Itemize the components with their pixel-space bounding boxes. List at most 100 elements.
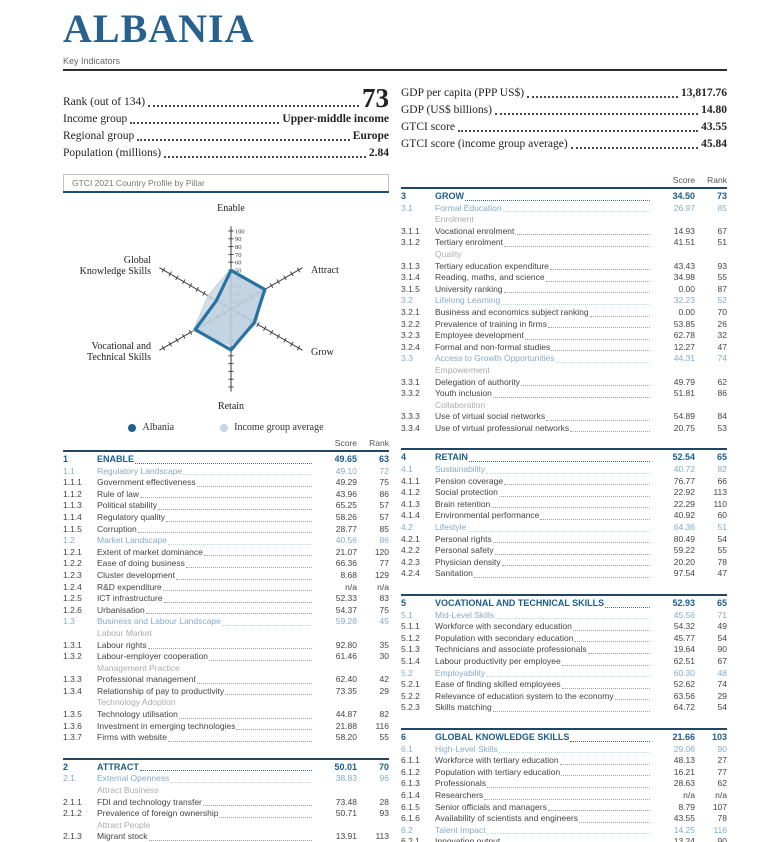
- dotted-leader: [219, 816, 312, 818]
- row-label: Workforce with tertiary education: [435, 755, 559, 766]
- row-label: Political stability: [97, 500, 157, 511]
- score-value: 43.96: [335, 488, 357, 499]
- row-index: 1.1.3: [63, 500, 82, 511]
- rank-value: 52: [717, 295, 727, 306]
- indicator-row: 3.3.1 Delegation of authority 49.79 62: [401, 377, 727, 389]
- score-value: 49.29: [335, 477, 357, 488]
- radar-tick: [269, 329, 274, 335]
- rank-value: 107: [712, 801, 727, 812]
- score-value: 19.64: [673, 644, 695, 655]
- dotted-leader: [140, 497, 312, 499]
- key-indicator-value: Upper-middle income: [282, 113, 389, 125]
- row-index: 3.3: [401, 353, 413, 364]
- rank-value: 63: [378, 454, 389, 464]
- row-label: Use of virtual social networks: [435, 411, 546, 422]
- row-label: ATTRACT: [97, 761, 139, 772]
- indicator-row: 4.1.1 Pension coverage 76.77 66: [401, 476, 727, 488]
- score-value: 54.37: [335, 604, 357, 615]
- row-label: RETAIN: [435, 452, 468, 463]
- score-value: 0.00: [678, 306, 695, 317]
- row-index: 3.1.1: [401, 225, 420, 236]
- radar-tick: [182, 333, 186, 339]
- row-index: 3.2: [401, 295, 413, 306]
- row-label: Business and economics subject ranking: [435, 306, 589, 317]
- score-value: 43.43: [673, 260, 695, 271]
- row-index: 1.1.4: [63, 511, 82, 522]
- radar-tick: [296, 267, 301, 273]
- dotted-leader: [492, 542, 650, 544]
- row-index: 6.1.2: [401, 766, 420, 777]
- row-label: Attract People: [97, 819, 151, 830]
- score-value: 52.93: [672, 598, 695, 608]
- row-label: GLOBAL KNOWLEDGE SKILLS: [435, 731, 570, 742]
- key-indicator-value: 14.80: [701, 104, 727, 116]
- legend-dot-icon: [220, 423, 229, 432]
- row-label: Use of virtual professional networks: [435, 422, 570, 433]
- indicator-row: 6.2.1 Innovation output 13.24 90: [401, 836, 727, 842]
- score-value: 65.25: [335, 500, 357, 511]
- rank-value: 72: [379, 465, 389, 476]
- row-index: 5.1.3: [401, 644, 420, 655]
- indicator-row: 5.1.2 Population with secondary education…: [401, 633, 727, 645]
- rank-value: 54: [717, 632, 727, 643]
- row-index: 4.2.2: [401, 545, 420, 556]
- subpillar-row: 5.2 Employability 60.30 48: [401, 668, 727, 680]
- score-value: 73.35: [335, 685, 357, 696]
- rank-value: 62: [717, 376, 727, 387]
- rank-value: 113: [713, 487, 727, 498]
- row-index: 4.1.1: [401, 475, 420, 486]
- dotted-leader: [162, 590, 312, 592]
- row-index: 4.1: [401, 464, 413, 475]
- row-label: Collaboration: [435, 399, 486, 410]
- rank-value: 57: [379, 511, 389, 522]
- row-index: 4.1.2: [401, 487, 420, 498]
- rank-value: 29: [717, 690, 727, 701]
- indicator-row: 3.1.3 Tertiary education expenditure 43.43…: [401, 261, 727, 273]
- indicator-row: 6.1.4 Researchers n/a n/a: [401, 790, 727, 802]
- legend-item: Albania: [128, 422, 174, 433]
- row-label: High-Level Skills: [435, 743, 498, 754]
- dotted-leader: [561, 687, 650, 689]
- indicator-row: 6.1.2 Population with tertiary education 1…: [401, 767, 727, 779]
- row-index: 3.2.1: [401, 306, 420, 317]
- radar-tick: [168, 341, 172, 347]
- row-index: 1.3.7: [63, 732, 82, 743]
- pillar-section: 2 ATTRACT 50.01 70 2.1 External Openness 38.83…: [63, 757, 389, 842]
- score-value: 49.10: [335, 465, 357, 476]
- dotted-leader: [166, 520, 312, 522]
- subpillar-row: 2.1 External Openness 38.83 96: [63, 773, 389, 785]
- score-value: 54.32: [673, 621, 695, 632]
- row-label: Employee development: [435, 330, 524, 341]
- score-column-header: Score: [334, 438, 357, 448]
- dotted-leader: [547, 810, 650, 812]
- rank-column-header: Rank: [369, 438, 389, 448]
- row-label: Urbanisation: [97, 604, 145, 615]
- row-index: 6: [401, 731, 407, 742]
- indicator-row: 6.1.1 Workforce with tertiary education 48…: [401, 755, 727, 767]
- pillar-tables-left: 1 ENABLE 49.65 63 1.1 Regulatory Landscape 49.…: [63, 450, 389, 842]
- key-indicator-value: 43.55: [701, 121, 727, 133]
- row-label: VOCATIONAL AND TECHNICAL SKILLS: [435, 598, 605, 608]
- rank-value: 57: [379, 500, 389, 511]
- radar-tick: [276, 279, 280, 285]
- row-label: Sanitation: [435, 568, 473, 579]
- dotted-leader: [457, 130, 699, 132]
- indicator-row: 4.1.4 Environmental performance 40.92 60: [401, 510, 727, 522]
- rank-value: 85: [717, 202, 727, 213]
- legend-label: Income group average: [234, 422, 324, 433]
- pillar-section: 1 ENABLE 49.65 63 1.1 Regulatory Landscape 49.…: [63, 450, 389, 744]
- albania-polygon: [193, 268, 267, 352]
- row-label: Migrant stock: [97, 831, 148, 842]
- row-label: Firms with website: [97, 732, 167, 743]
- key-indicator-row: Regional group Europe: [63, 128, 389, 145]
- row-index: 2.1: [63, 773, 75, 784]
- rank-value: 82: [717, 464, 727, 475]
- score-value: 51.81: [673, 388, 695, 399]
- row-label: Youth inclusion: [435, 388, 492, 399]
- row-index: 5.1: [401, 609, 413, 620]
- group-label-row: Labour Market: [63, 628, 389, 640]
- rank-value: 67: [717, 225, 727, 236]
- row-index: 3.1.5: [401, 283, 420, 294]
- row-label: Lifelong Learning: [435, 295, 501, 306]
